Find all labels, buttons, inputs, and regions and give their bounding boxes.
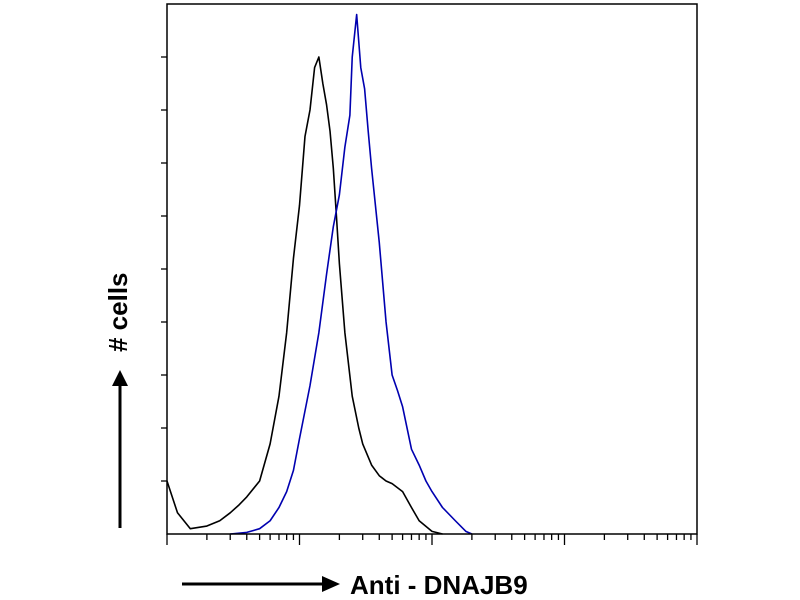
- histogram-line-2: [230, 13, 473, 535]
- x-axis-title-group: Anti - DNAJB9: [182, 570, 528, 600]
- y-axis-title-group: # cells: [103, 272, 133, 528]
- histogram-line-1: [166, 56, 443, 535]
- axis-ticks: [161, 56, 698, 545]
- y-axis-title: # cells: [103, 272, 133, 352]
- y-axis-arrow-head: [112, 370, 128, 386]
- plot-frame: [166, 3, 698, 535]
- x-axis-title: Anti - DNAJB9: [350, 570, 528, 600]
- histogram-series: [166, 13, 473, 535]
- x-axis-arrow-head: [322, 576, 340, 592]
